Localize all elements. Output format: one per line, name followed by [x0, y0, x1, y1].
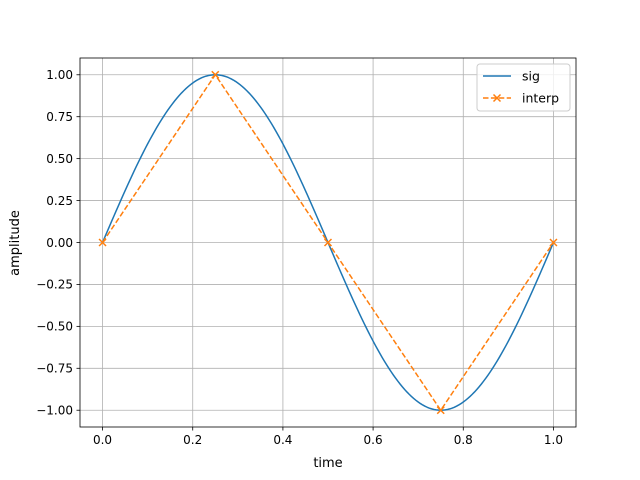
y-axis-label: amplitude: [8, 210, 23, 276]
x-tick-label: 0.0: [93, 433, 112, 447]
x-tick-label: 0.8: [454, 433, 473, 447]
data-point-interp: [549, 238, 558, 247]
data-point-interp: [323, 238, 333, 247]
x-tick-label: 1.0: [544, 433, 563, 447]
y-tick-label: −0.75: [36, 362, 73, 376]
x-axis: 0.0 0.2 0.4 0.6 0.8 1.0: [93, 427, 563, 447]
y-tick-label: −1.00: [36, 404, 73, 418]
x-tick-label: 0.4: [273, 433, 292, 447]
y-tick-label: 1.00: [46, 68, 73, 82]
data-point-interp: [98, 238, 107, 247]
x-tick-label: 0.6: [364, 433, 383, 447]
y-tick-label: −0.50: [36, 320, 73, 334]
y-tick-label: 0.75: [46, 110, 73, 124]
y-tick-label: 0.25: [46, 194, 73, 208]
data-point-interp: [436, 406, 445, 415]
x-tick-label: 0.2: [183, 433, 202, 447]
legend-label-sig: sig: [522, 69, 540, 84]
legend-x-marker: [492, 93, 502, 103]
y-axis: 1.00 0.75 0.50 0.25 0.00 −0.25 −0.50 −0.75 −1.00: [36, 68, 80, 418]
y-tick-label: 0.00: [46, 236, 73, 250]
y-tick-label: −0.25: [36, 278, 73, 292]
series-layer: [98, 70, 558, 415]
legend-marker-interp: [492, 93, 502, 103]
legend: sig interp: [476, 63, 571, 112]
data-point-interp: [211, 70, 220, 79]
legend-label-interp: interp: [522, 91, 559, 106]
x-axis-label: time: [313, 456, 342, 471]
y-tick-label: 0.50: [46, 152, 73, 166]
